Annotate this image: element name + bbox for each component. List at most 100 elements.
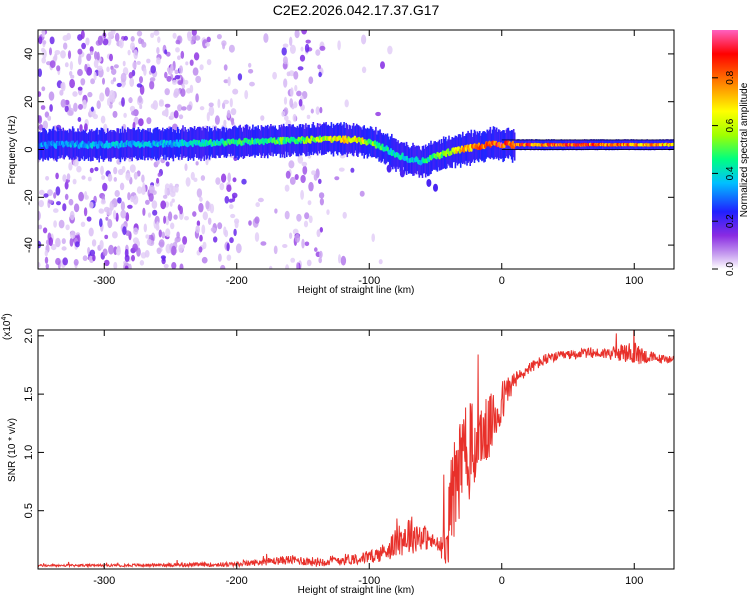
heatmap-noise-speck bbox=[112, 77, 117, 82]
heatmap-noise-speck bbox=[48, 199, 54, 204]
heatmap-noise-speck bbox=[174, 75, 181, 80]
heatmap-noise-speck bbox=[113, 261, 118, 269]
heatmap-noise-speck bbox=[191, 30, 197, 37]
heatmap-noise-speck bbox=[301, 30, 307, 35]
heatmap-noise-speck bbox=[285, 264, 290, 269]
heatmap-noise-speck bbox=[181, 84, 186, 89]
heatmap-x-tick-label: 100 bbox=[625, 275, 643, 287]
heatmap-noise-speck bbox=[147, 212, 152, 218]
heatmap-noise-speck bbox=[176, 231, 180, 239]
heatmap-noise-speck bbox=[223, 79, 229, 84]
heatmap-noise-speck bbox=[115, 247, 121, 256]
heatmap-noise-speck bbox=[301, 238, 305, 249]
snr-x-tick-label: -200 bbox=[226, 575, 248, 587]
heatmap-noise-speck bbox=[229, 204, 234, 210]
heatmap-noise-speck bbox=[145, 199, 150, 205]
heatmap-noise-speck bbox=[41, 86, 46, 92]
heatmap-noise-speck bbox=[42, 40, 47, 45]
heatmap-noise-speck bbox=[273, 245, 278, 255]
heatmap-noise-speck bbox=[361, 34, 367, 45]
heatmap-noise-speck bbox=[86, 53, 92, 62]
heatmap-noise-speck bbox=[163, 263, 169, 269]
heatmap-noise-speck bbox=[158, 229, 162, 238]
heatmap-noise-speck bbox=[143, 223, 147, 233]
snr-y-multiplier-close: ) bbox=[2, 313, 13, 316]
heatmap-x-tick-label: 0 bbox=[499, 275, 505, 287]
heatmap-noise-speck bbox=[371, 233, 376, 242]
heatmap-noise-speck bbox=[93, 71, 97, 81]
heatmap-noise-speck bbox=[72, 91, 78, 97]
heatmap-noise-speck bbox=[215, 177, 221, 185]
heatmap-noise-speck bbox=[248, 69, 254, 74]
heatmap-noise-speck bbox=[73, 259, 79, 266]
snr-x-tick-label: 0 bbox=[499, 575, 505, 587]
heatmap-noise-speck bbox=[64, 181, 69, 190]
heatmap-noise-speck bbox=[100, 165, 104, 176]
heatmap-noise-speck bbox=[173, 110, 179, 119]
heatmap-noise-speck bbox=[48, 237, 53, 247]
heatmap-noise-speck bbox=[146, 58, 151, 64]
heatmap-noise-speck bbox=[64, 62, 69, 68]
heatmap-noise-speck bbox=[283, 78, 288, 88]
snr-y-tick-label: 1.0 bbox=[23, 445, 35, 460]
heatmap-noise-speck bbox=[216, 34, 222, 40]
heatmap-noise-speck bbox=[85, 37, 90, 46]
heatmap-noise-speck bbox=[157, 172, 162, 177]
heatmap-noise-speck bbox=[38, 68, 42, 77]
snr-background bbox=[38, 330, 674, 569]
heatmap-noise-speck bbox=[121, 97, 125, 107]
heatmap-noise-speck bbox=[79, 124, 83, 132]
heatmap-noise-speck bbox=[293, 71, 299, 80]
heatmap-noise-speck bbox=[300, 174, 306, 184]
heatmap-noise-speck bbox=[129, 164, 136, 173]
heatmap-noise-speck bbox=[136, 60, 141, 65]
heatmap-noise-speck bbox=[254, 232, 260, 242]
colorbar-tick-label: 0.4 bbox=[725, 166, 736, 180]
heatmap-noise-speck bbox=[109, 103, 113, 109]
heatmap-noise-speck bbox=[148, 184, 155, 194]
heatmap-noise-speck bbox=[180, 50, 185, 59]
heatmap-noise-speck bbox=[338, 167, 345, 172]
heatmap-noise-speck bbox=[196, 188, 203, 198]
heatmap-noise-speck bbox=[104, 259, 110, 267]
heatmap-noise-speck bbox=[173, 214, 178, 220]
heatmap-noise-speck bbox=[87, 247, 91, 255]
heatmap-ridge-cell bbox=[75, 140, 79, 146]
heatmap-noise-speck bbox=[228, 44, 235, 53]
heatmap-noise-speck bbox=[210, 227, 217, 233]
heatmap-noise-speck bbox=[132, 195, 139, 205]
snr-series-line bbox=[38, 330, 674, 569]
heatmap-noise-speck bbox=[84, 191, 88, 199]
snr-plot-area: -300 -200 -100 0 100 0.5 1.0 1.5 2.0 bbox=[23, 328, 675, 587]
heatmap-noise-speck bbox=[191, 35, 197, 42]
heatmap-noise-speck bbox=[62, 174, 67, 182]
heatmap-noise-speck bbox=[69, 230, 76, 239]
heatmap-noise-speck bbox=[83, 207, 88, 217]
heatmap-noise-speck bbox=[230, 108, 237, 116]
heatmap-noise-speck bbox=[130, 36, 135, 42]
heatmap-noise-speck bbox=[96, 65, 103, 71]
heatmap-noise-speck bbox=[272, 71, 277, 80]
heatmap-noise-speck bbox=[124, 254, 130, 262]
heatmap-noise-speck bbox=[53, 220, 57, 228]
heatmap-noise-speck bbox=[311, 170, 316, 176]
heatmap-noise-speck bbox=[117, 197, 122, 204]
heatmap-noise-speck bbox=[299, 54, 306, 62]
heatmap-noise-speck bbox=[50, 244, 57, 251]
heatmap-noise-speck bbox=[318, 71, 322, 78]
heatmap-noise-speck bbox=[306, 114, 311, 120]
heatmap-ridge-layer bbox=[38, 122, 674, 192]
heatmap-noise-speck bbox=[195, 225, 200, 234]
heatmap-noise-speck bbox=[114, 32, 120, 42]
heatmap-noise-speck bbox=[162, 256, 166, 262]
heatmap-noise-speck bbox=[78, 103, 83, 110]
heatmap-noise-speck bbox=[80, 30, 85, 40]
heatmap-noise-speck bbox=[161, 231, 165, 239]
heatmap-noise-speck bbox=[47, 115, 52, 121]
heatmap-noise-speck bbox=[260, 115, 265, 121]
heatmap-noise-speck bbox=[340, 255, 347, 266]
heatmap-noise-speck bbox=[375, 111, 381, 117]
heatmap-noise-speck bbox=[108, 244, 114, 255]
heatmap-noise-speck bbox=[193, 177, 198, 182]
heatmap-noise-speck bbox=[213, 236, 218, 243]
